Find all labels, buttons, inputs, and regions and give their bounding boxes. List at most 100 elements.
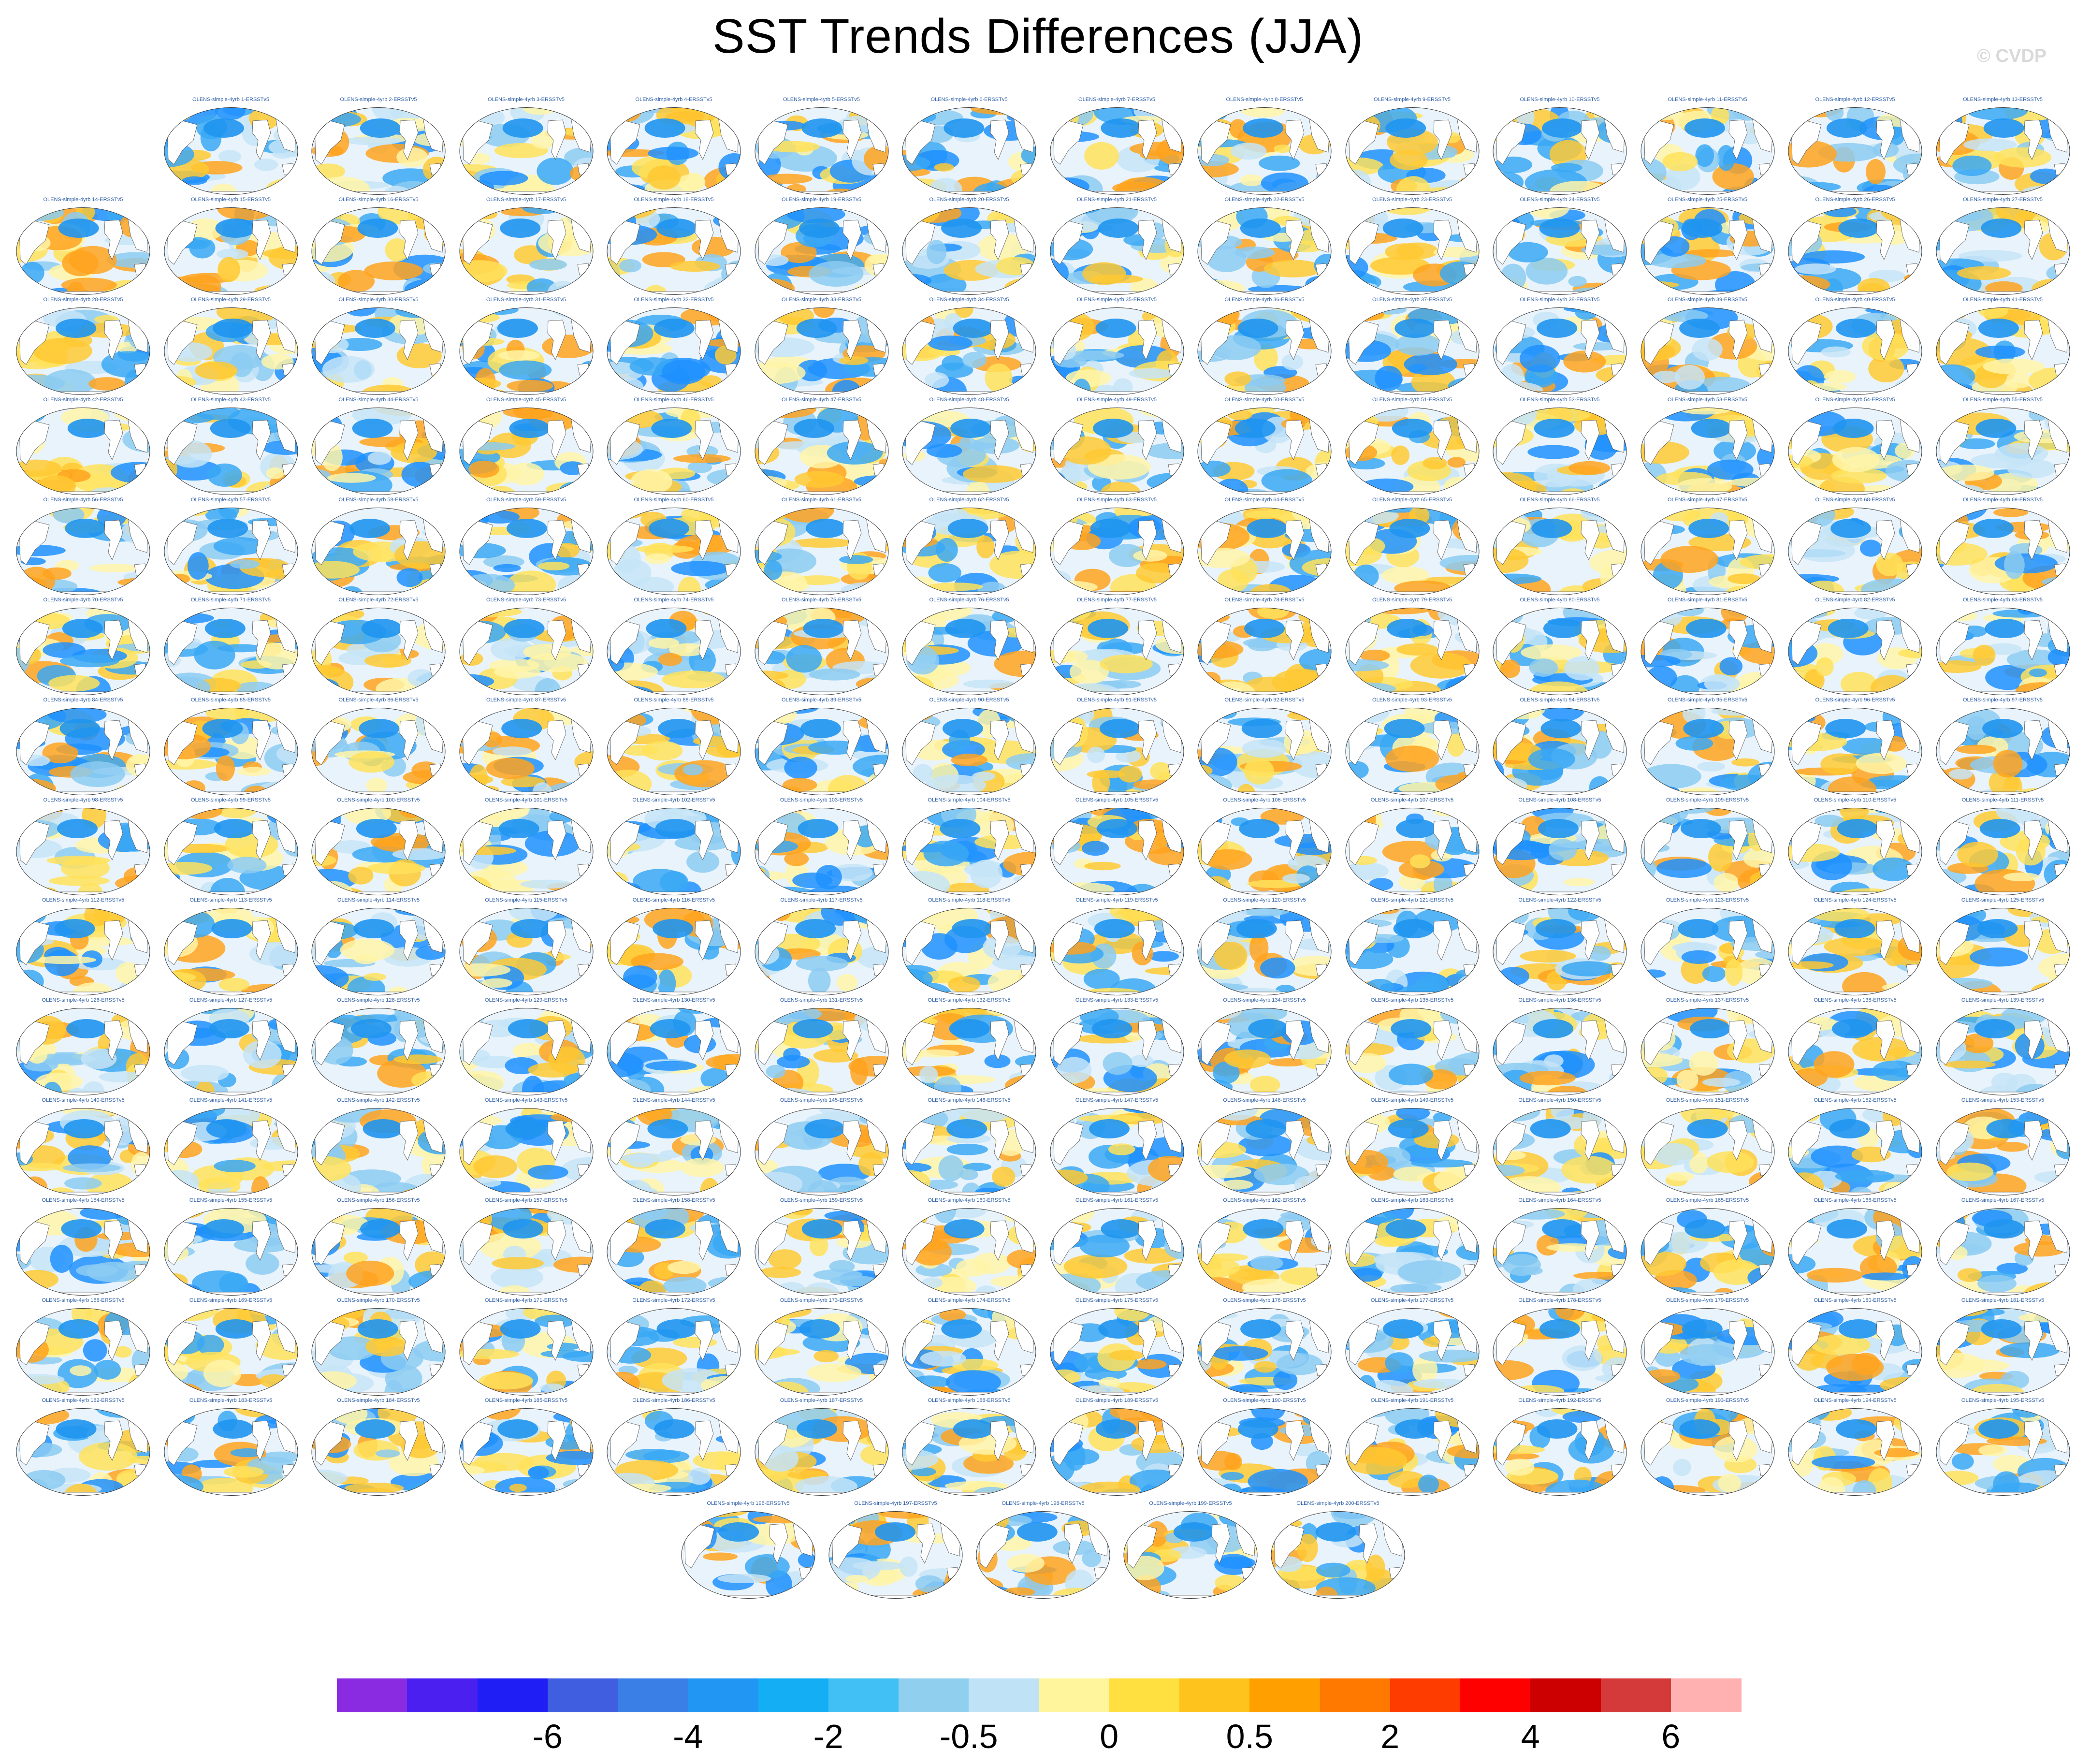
panel-label: OLENS-simple-4yrb 6-ERSSTv5 bbox=[930, 97, 1008, 102]
panel-label: OLENS-simple-4yrb 188-ERSSTv5 bbox=[928, 1398, 1011, 1403]
colorbar-swatch bbox=[1109, 1678, 1180, 1712]
panel-label: OLENS-simple-4yrb 42-ERSSTv5 bbox=[43, 397, 123, 403]
map-panel: OLENS-simple-4yrb 185-ERSSTv5 bbox=[454, 1398, 599, 1502]
panel-label: OLENS-simple-4yrb 138-ERSSTv5 bbox=[1814, 997, 1897, 1003]
map-panel-grid: OLENS-simple-4yrb 1-ERSSTv5 OLENS-simple-… bbox=[16, 97, 2076, 1604]
panel-label: OLENS-simple-4yrb 189-ERSSTv5 bbox=[1075, 1398, 1159, 1403]
panel-label: OLENS-simple-4yrb 9-ERSSTv5 bbox=[1374, 97, 1451, 102]
map-panel: OLENS-simple-4yrb 48-ERSSTv5 bbox=[897, 397, 1042, 501]
map-panel: OLENS-simple-4yrb 69-ERSSTv5 bbox=[1931, 497, 2076, 601]
map-panel: OLENS-simple-4yrb 10-ERSSTv5 bbox=[1487, 97, 1632, 201]
panel-label: OLENS-simple-4yrb 163-ERSSTv5 bbox=[1370, 1197, 1454, 1203]
colorbar-swatch bbox=[547, 1678, 618, 1712]
sst-map bbox=[902, 1308, 1036, 1396]
map-panel: OLENS-simple-4yrb 58-ERSSTv5 bbox=[306, 497, 451, 601]
sst-map bbox=[311, 408, 446, 495]
colorbar-swatch bbox=[1600, 1678, 1671, 1712]
colorbar-tick-label: 4 bbox=[1521, 1718, 1540, 1755]
panel-label: OLENS-simple-4yrb 199-ERSSTv5 bbox=[1149, 1501, 1232, 1506]
panel-label: OLENS-simple-4yrb 157-ERSSTv5 bbox=[484, 1197, 568, 1203]
sst-map bbox=[1640, 508, 1774, 595]
panel-label: OLENS-simple-4yrb 175-ERSSTv5 bbox=[1075, 1297, 1159, 1303]
map-panel: OLENS-simple-4yrb 159-ERSSTv5 bbox=[749, 1197, 894, 1301]
panel-label: OLENS-simple-4yrb 83-ERSSTv5 bbox=[1962, 597, 2043, 603]
map-panel: OLENS-simple-4yrb 180-ERSSTv5 bbox=[1783, 1297, 1928, 1401]
map-panel: OLENS-simple-4yrb 109-ERSSTv5 bbox=[1635, 797, 1780, 901]
sst-map bbox=[1640, 808, 1774, 895]
panel-label: OLENS-simple-4yrb 167-ERSSTv5 bbox=[1961, 1197, 2045, 1203]
sst-map bbox=[1640, 1008, 1774, 1095]
map-panel: OLENS-simple-4yrb 147-ERSSTv5 bbox=[1045, 1097, 1190, 1201]
sst-map bbox=[902, 1008, 1036, 1095]
sst-map bbox=[16, 608, 150, 695]
panel-label: OLENS-simple-4yrb 90-ERSSTv5 bbox=[929, 697, 1009, 703]
map-panel: OLENS-simple-4yrb 191-ERSSTv5 bbox=[1340, 1398, 1485, 1502]
colorbar-swatch bbox=[688, 1678, 759, 1712]
panel-label: OLENS-simple-4yrb 107-ERSSTv5 bbox=[1370, 797, 1454, 803]
panel-label: OLENS-simple-4yrb 41-ERSSTv5 bbox=[1962, 297, 2043, 303]
panel-label: OLENS-simple-4yrb 96-ERSSTv5 bbox=[1815, 697, 1895, 703]
panel-label: OLENS-simple-4yrb 136-ERSSTv5 bbox=[1518, 997, 1601, 1003]
panel-label: OLENS-simple-4yrb 176-ERSSTv5 bbox=[1223, 1297, 1306, 1303]
panel-label: OLENS-simple-4yrb 89-ERSSTv5 bbox=[781, 697, 862, 703]
sst-map bbox=[902, 608, 1036, 695]
sst-map bbox=[1197, 107, 1332, 195]
sst-map bbox=[1345, 1108, 1479, 1195]
sst-map bbox=[1493, 1308, 1627, 1396]
map-panel: OLENS-simple-4yrb 149-ERSSTv5 bbox=[1340, 1097, 1485, 1201]
sst-map bbox=[607, 1108, 741, 1195]
panel-label: OLENS-simple-4yrb 115-ERSSTv5 bbox=[485, 897, 567, 903]
map-panel: OLENS-simple-4yrb 198-ERSSTv5 bbox=[971, 1501, 1116, 1604]
panel-label: OLENS-simple-4yrb 130-ERSSTv5 bbox=[632, 997, 715, 1003]
sst-map bbox=[16, 1008, 150, 1095]
sst-map bbox=[1640, 1308, 1774, 1396]
panel-label: OLENS-simple-4yrb 133-ERSSTv5 bbox=[1075, 997, 1159, 1003]
map-panel: OLENS-simple-4yrb 74-ERSSTv5 bbox=[601, 597, 746, 701]
map-panel: OLENS-simple-4yrb 142-ERSSTv5 bbox=[306, 1097, 451, 1201]
sst-map bbox=[1788, 508, 1922, 595]
panel-label: OLENS-simple-4yrb 139-ERSSTv5 bbox=[1961, 997, 2045, 1003]
map-panel: OLENS-simple-4yrb 115-ERSSTv5 bbox=[454, 897, 599, 1001]
panel-label: OLENS-simple-4yrb 108-ERSSTv5 bbox=[1518, 797, 1601, 803]
panel-label: OLENS-simple-4yrb 170-ERSSTv5 bbox=[337, 1297, 420, 1303]
sst-map bbox=[1788, 1108, 1922, 1195]
sst-map bbox=[1197, 708, 1332, 795]
sst-map bbox=[16, 508, 150, 595]
panel-label: OLENS-simple-4yrb 194-ERSSTv5 bbox=[1814, 1398, 1897, 1403]
panel-label: OLENS-simple-4yrb 148-ERSSTv5 bbox=[1223, 1097, 1306, 1103]
map-panel: OLENS-simple-4yrb 169-ERSSTv5 bbox=[159, 1297, 304, 1401]
map-panel: OLENS-simple-4yrb 127-ERSSTv5 bbox=[159, 997, 304, 1101]
map-panel: OLENS-simple-4yrb 188-ERSSTv5 bbox=[897, 1398, 1042, 1502]
panel-label: OLENS-simple-4yrb 196-ERSSTv5 bbox=[707, 1501, 790, 1506]
sst-map bbox=[311, 1108, 446, 1195]
panel-label: OLENS-simple-4yrb 116-ERSSTv5 bbox=[632, 897, 715, 903]
map-panel: OLENS-simple-4yrb 134-ERSSTv5 bbox=[1192, 997, 1337, 1101]
map-panel: OLENS-simple-4yrb 200-ERSSTv5 bbox=[1265, 1501, 1410, 1604]
panel-label: OLENS-simple-4yrb 174-ERSSTv5 bbox=[928, 1297, 1011, 1303]
panel-label: OLENS-simple-4yrb 16-ERSSTv5 bbox=[338, 197, 419, 203]
sst-map bbox=[607, 608, 741, 695]
sst-map bbox=[755, 708, 888, 795]
sst-map bbox=[607, 508, 741, 595]
sst-map bbox=[16, 1108, 150, 1195]
map-panel: OLENS-simple-4yrb 156-ERSSTv5 bbox=[306, 1197, 451, 1301]
panel-label: OLENS-simple-4yrb 79-ERSSTv5 bbox=[1372, 597, 1452, 603]
panel-label: OLENS-simple-4yrb 125-ERSSTv5 bbox=[1961, 897, 2045, 903]
map-panel: OLENS-simple-4yrb 41-ERSSTv5 bbox=[1931, 297, 2076, 401]
map-panel: OLENS-simple-4yrb 16-ERSSTv5 bbox=[306, 197, 451, 301]
map-panel: OLENS-simple-4yrb 170-ERSSTv5 bbox=[306, 1297, 451, 1401]
map-panel: OLENS-simple-4yrb 96-ERSSTv5 bbox=[1783, 697, 1928, 801]
map-panel: OLENS-simple-4yrb 148-ERSSTv5 bbox=[1192, 1097, 1337, 1201]
panel-label: OLENS-simple-4yrb 24-ERSSTv5 bbox=[1520, 197, 1600, 203]
panel-label: OLENS-simple-4yrb 109-ERSSTv5 bbox=[1666, 797, 1749, 803]
colorbar-tick-label: 0.5 bbox=[1226, 1718, 1273, 1755]
sst-map bbox=[16, 1208, 150, 1296]
panel-label: OLENS-simple-4yrb 121-ERSSTv5 bbox=[1370, 897, 1454, 903]
panel-label: OLENS-simple-4yrb 84-ERSSTv5 bbox=[43, 697, 123, 703]
map-panel: OLENS-simple-4yrb 87-ERSSTv5 bbox=[454, 697, 599, 801]
sst-map bbox=[755, 107, 888, 195]
map-panel: OLENS-simple-4yrb 102-ERSSTv5 bbox=[601, 797, 746, 901]
map-panel: OLENS-simple-4yrb 31-ERSSTv5 bbox=[454, 297, 599, 401]
sst-map bbox=[607, 307, 741, 395]
sst-map bbox=[1493, 708, 1627, 795]
